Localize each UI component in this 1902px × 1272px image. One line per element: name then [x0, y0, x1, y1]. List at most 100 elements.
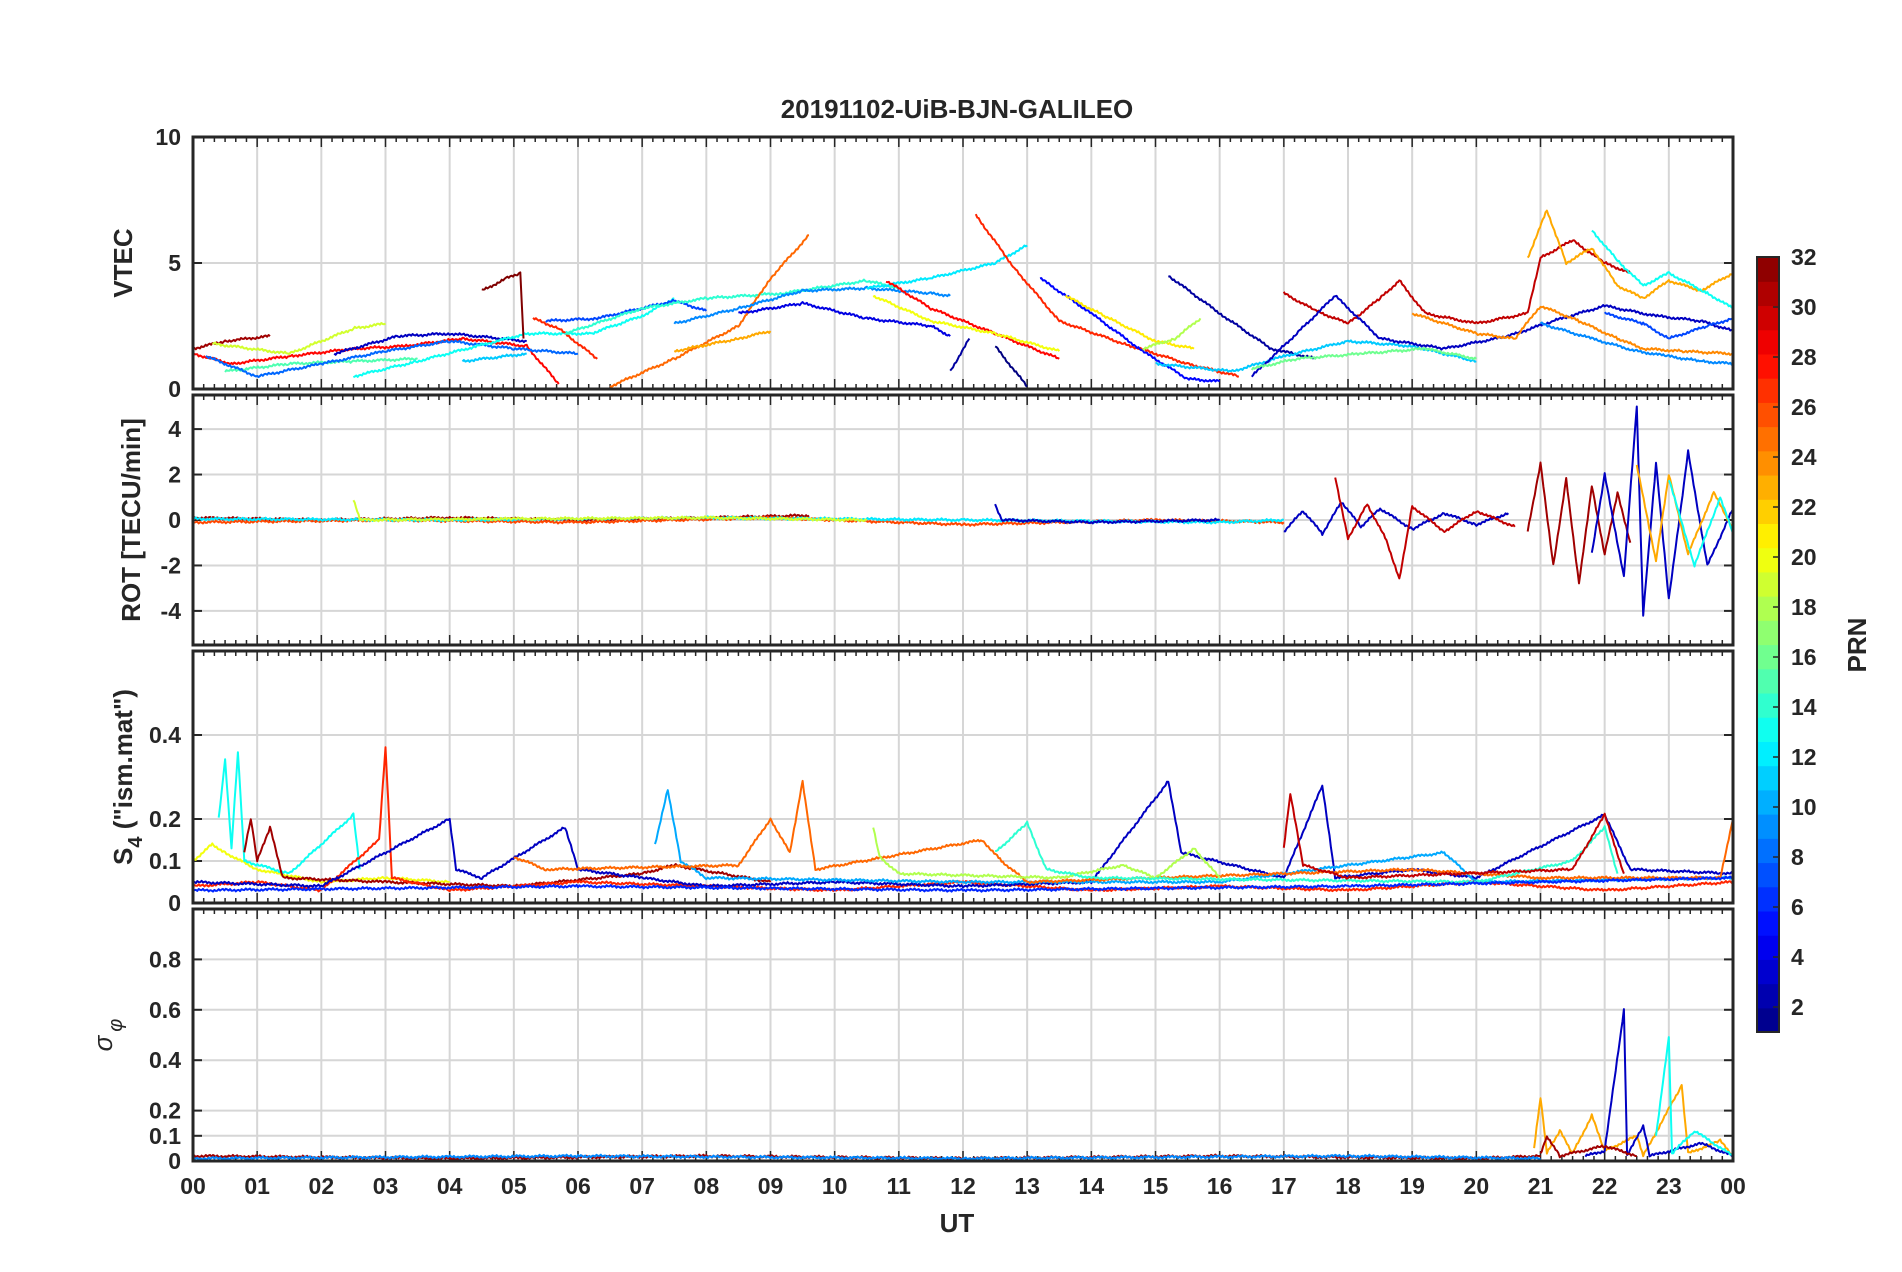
panel-rot: -4 -2 0 2 4 ROT [TECU/min] [116, 393, 1735, 647]
colorbar-band [1757, 426, 1779, 452]
panel-sigma_phi: 00.10.2 0.4 0.6 0.8 σφ [88, 907, 1735, 1174]
series-group [193, 1008, 1733, 1161]
series-line-prn-12 [866, 244, 1028, 290]
x-tick-label: 21 [1528, 1173, 1554, 1199]
colorbar-tick-label: 30 [1791, 294, 1817, 320]
series-line-prn-6 [193, 875, 1733, 893]
colorbar-band [1757, 814, 1779, 839]
colorbar-tick-label: 6 [1791, 894, 1804, 920]
colorbar-tick-label: 14 [1791, 694, 1817, 720]
series-line-prn-19 [212, 322, 386, 355]
y-tick-label: 0 [168, 1148, 181, 1174]
series-line-prn-27 [532, 317, 598, 360]
x-tick-label: 02 [309, 1173, 335, 1199]
colorbar-band [1757, 741, 1779, 767]
series-line-prn-11 [461, 352, 527, 363]
series-line-prn-32 [481, 271, 525, 339]
y-tick-label: 0.2 [149, 1098, 181, 1124]
x-tick-label: 04 [437, 1173, 463, 1199]
colorbar-tick-label: 2 [1791, 994, 1804, 1020]
x-tick-label: 16 [1207, 1173, 1233, 1199]
series-line-prn-13 [1655, 1036, 1733, 1157]
y-tick-label: 0.1 [149, 848, 181, 874]
x-tick-label: 08 [694, 1173, 720, 1199]
colorbar-tick-label: 28 [1791, 344, 1817, 370]
colorbar-band [1757, 450, 1779, 476]
series-line-prn-31 [1539, 1135, 1637, 1159]
series-line-prn-14 [564, 278, 899, 336]
series-line-prn-30 [1282, 793, 1625, 880]
series-group [193, 746, 1733, 893]
colorbar-band [1757, 353, 1779, 379]
series-line-prn-9 [193, 1153, 1542, 1161]
colorbar-tick-label: 10 [1791, 794, 1817, 820]
y-axis-label: S4 ("ism.mat") [108, 689, 147, 865]
series-line-prn-14 [994, 820, 1619, 885]
y-axis-label: ROT [TECU/min] [116, 418, 146, 622]
y-tick-label: 0.4 [149, 1047, 181, 1073]
series-line-prn-3 [333, 332, 527, 356]
colorbar-band [1757, 378, 1779, 403]
colorbar-band [1757, 329, 1779, 355]
y-tick-label: 0 [168, 507, 181, 533]
colorbar-tick-label: 32 [1791, 244, 1817, 270]
x-tick-label: 18 [1335, 1173, 1361, 1199]
x-tick-label: 13 [1014, 1173, 1040, 1199]
colorbar-tick-label: 18 [1791, 594, 1817, 620]
series-line-prn-23 [673, 330, 772, 353]
x-tick-label: 07 [629, 1173, 655, 1199]
y-tick-label: 0.1 [149, 1123, 181, 1149]
colorbar-band [1757, 596, 1779, 621]
panel-frame [191, 135, 1735, 391]
series-line-prn-31 [193, 334, 271, 351]
colorbar-band [1757, 257, 1779, 282]
x-tick-label: 17 [1271, 1173, 1297, 1199]
colorbar-band [1757, 717, 1779, 742]
colorbar-band [1757, 281, 1779, 307]
series-line-prn-3 [1590, 405, 1733, 617]
series-line-prn-19 [352, 499, 868, 523]
x-tick-label: 23 [1656, 1173, 1682, 1199]
x-tick-label: 06 [565, 1173, 591, 1199]
series-line-prn-3 [1584, 1008, 1733, 1158]
colorbar-band [1757, 474, 1779, 500]
series-line-prn-13 [352, 297, 675, 379]
y-tick-label: -4 [161, 598, 182, 624]
colorbar-band [1757, 765, 1779, 791]
series-line-prn-24 [1411, 305, 1733, 356]
series-line-prn-18 [1142, 317, 1202, 351]
series-line-prn-2 [1168, 275, 1317, 360]
panel-frame [191, 649, 1735, 905]
series-line-prn-25 [609, 234, 810, 388]
y-tick-label: 2 [168, 462, 181, 488]
series-line-prn-3 [994, 503, 1220, 525]
panel-s4: 0 0.1 0.2 0.4S4 ("ism.mat") [108, 649, 1735, 916]
colorbar-band [1757, 571, 1779, 597]
y-axis-label: VTEC [108, 228, 138, 298]
y-tick-label: -2 [161, 552, 181, 578]
colorbar-band [1757, 402, 1779, 428]
series-line-prn-3 [193, 780, 1733, 889]
colorbar-tick-label: 4 [1791, 944, 1804, 970]
colorbar-label: PRN [1842, 618, 1872, 673]
series-line-prn-16 [1250, 346, 1477, 371]
colorbar-band [1757, 305, 1779, 331]
series-line-prn-13 [217, 751, 361, 875]
series-line-prn-18 [872, 827, 1221, 880]
y-tick-label: 4 [168, 416, 181, 442]
series-line-prn-13 [1591, 229, 1733, 310]
x-axis: 00 01 02 03 04 05 06 07 08 09 10 11 12 13 14 15 16 17 18 19… [180, 1173, 1746, 1199]
x-tick-label: 00 [180, 1173, 206, 1199]
colorbar-frame [1756, 256, 1780, 1033]
series-line-prn-2 [949, 338, 971, 372]
y-tick-label: 0.2 [149, 806, 181, 832]
x-tick-label: 01 [244, 1173, 270, 1199]
y-tick-label: 0.4 [149, 722, 181, 748]
x-tick-label: 03 [373, 1173, 399, 1199]
colorbar-band [1757, 644, 1779, 670]
colorbar-band [1757, 959, 1779, 985]
panel-frame [191, 393, 1735, 647]
colorbar-tick-label: 22 [1791, 494, 1817, 520]
